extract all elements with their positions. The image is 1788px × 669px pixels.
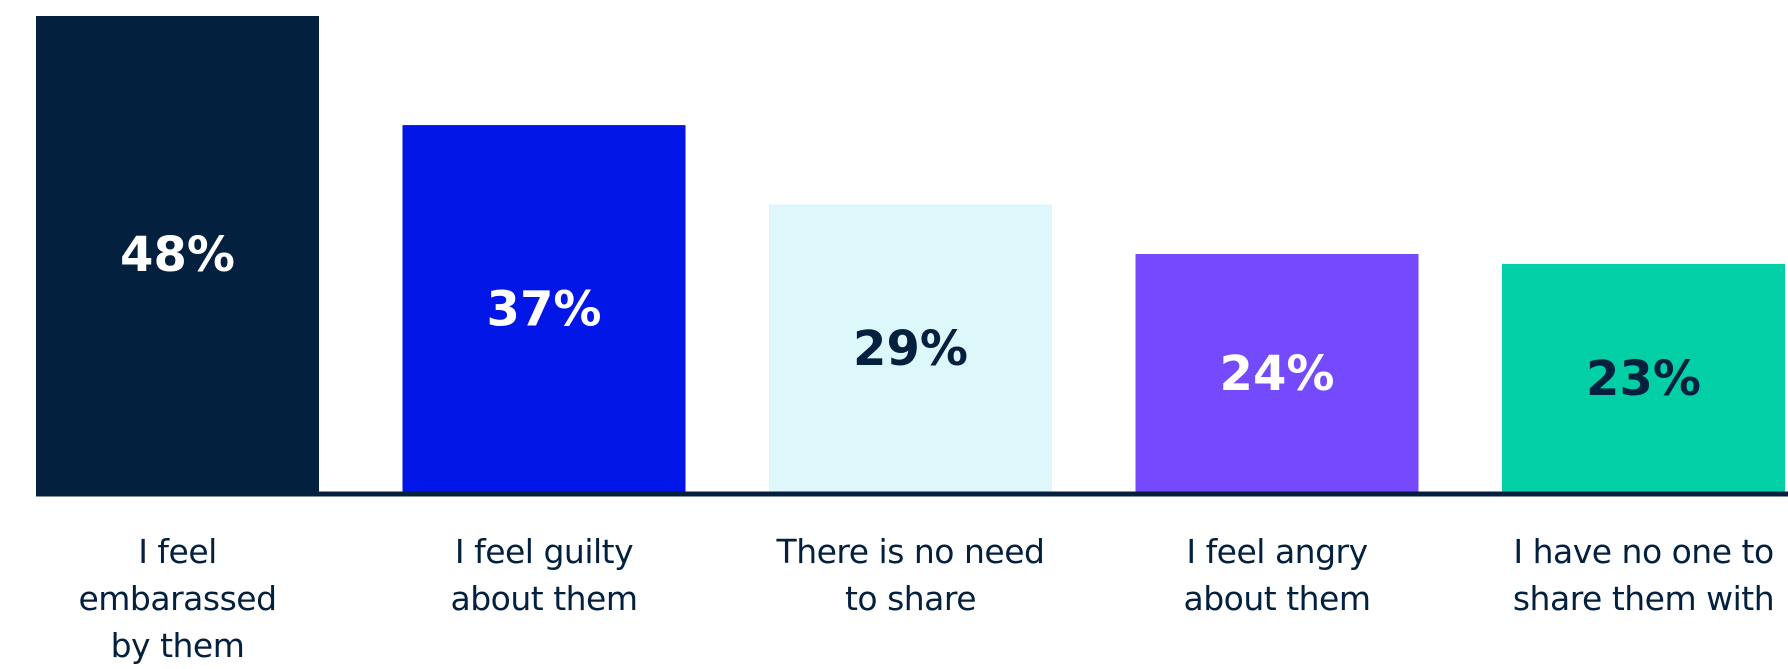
category-label-line: about them [394, 575, 694, 622]
value-label-5: 23% [1586, 351, 1701, 407]
category-label-line: I have no one to [1494, 528, 1788, 575]
bars-group [36, 16, 1785, 492]
category-label-line: I feel angry [1127, 528, 1427, 575]
category-label-line: about them [1127, 575, 1427, 622]
value-label-2: 37% [487, 282, 602, 338]
category-label-line: I feel guilty [394, 528, 694, 575]
category-label-line: to share [761, 575, 1061, 622]
category-label-line: There is no need [761, 528, 1061, 575]
category-label-line: I feel [28, 528, 328, 575]
value-label-1: 48% [120, 227, 235, 283]
value-label-4: 24% [1220, 346, 1335, 402]
category-label-line: embarassed [28, 575, 328, 622]
value-label-3: 29% [853, 321, 968, 377]
category-label-line: share them with [1494, 575, 1788, 622]
